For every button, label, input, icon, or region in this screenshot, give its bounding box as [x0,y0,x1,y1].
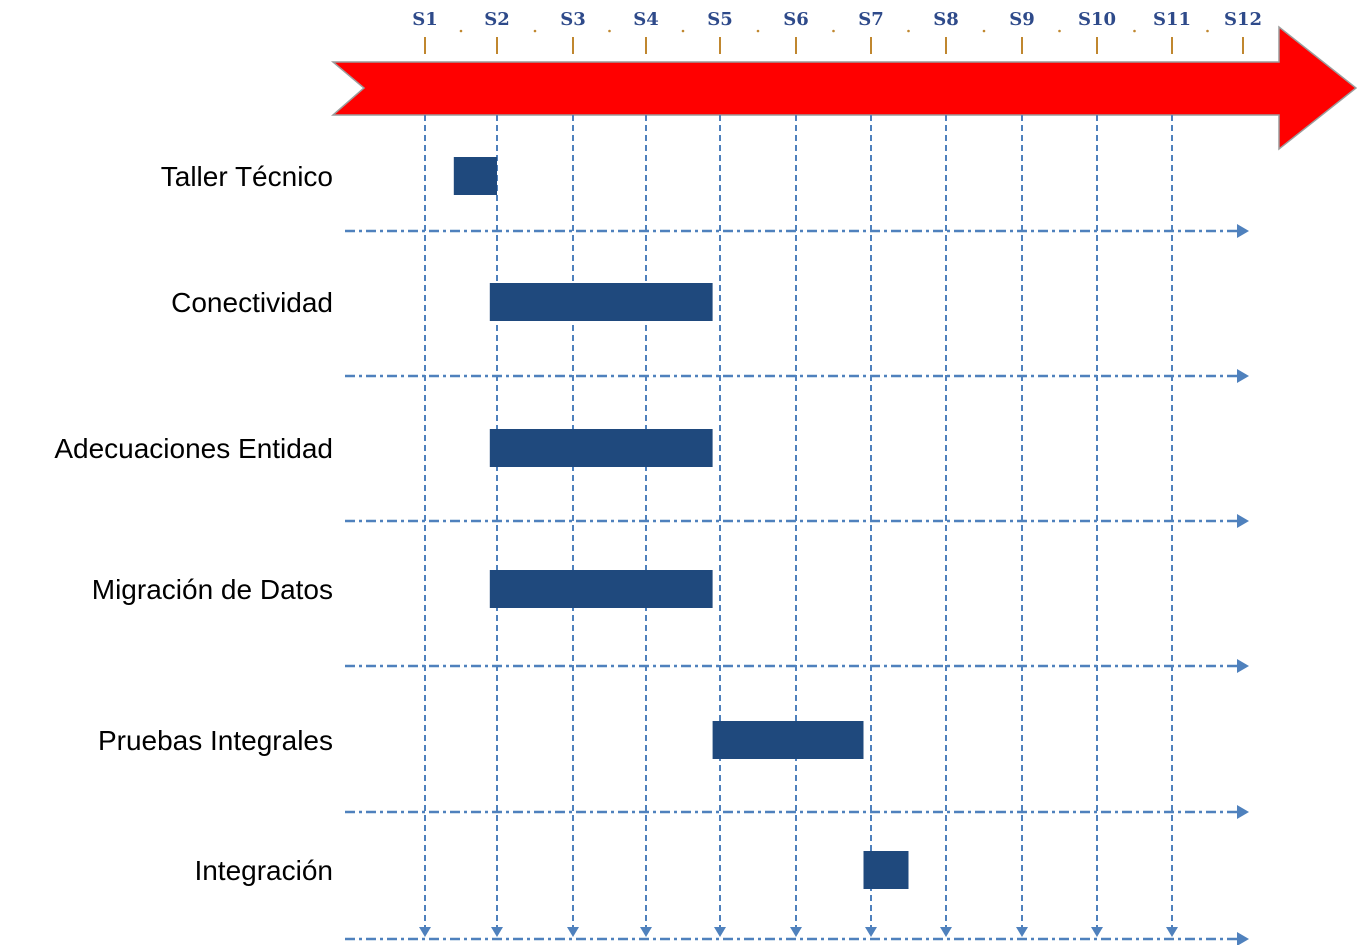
week-separator-dot [907,29,910,33]
gridline-arrowhead [1016,927,1028,937]
row-divider-arrowhead [1237,224,1249,238]
gridline-arrowhead [1166,927,1178,937]
row-divider-arrowhead [1237,514,1249,528]
week-separator-dot [681,29,685,33]
week-separator-dot [1133,29,1136,33]
task-label: Pruebas Integrales [98,725,333,756]
week-separator-dot [756,29,760,33]
gridline-arrowhead [567,927,579,937]
task-bar [453,157,497,195]
week-label: S7 [858,9,884,30]
timeline-arrow [330,25,1358,151]
task-bar [712,721,864,759]
row-divider-arrowhead [1237,369,1249,383]
row-divider-arrowhead [1237,932,1249,945]
task-label: Adecuaciones Entidad [54,433,333,464]
week-label: S2 [484,9,510,30]
task-bar [489,429,713,467]
task-label: Migración de Datos [92,574,333,605]
task-label: Taller Técnico [161,161,333,192]
gridline-arrowhead [790,927,802,937]
gridline-arrowhead [940,927,952,937]
week-label: S9 [1009,9,1035,30]
week-separator-dot [1058,29,1061,33]
week-separator-dot [1206,29,1209,33]
week-separator-dot [533,29,537,33]
gridline-arrowhead [865,927,877,937]
week-label: S8 [933,9,959,30]
week-label: S5 [707,9,733,30]
gridline-arrowhead [714,927,726,937]
week-label: S10 [1078,9,1116,30]
week-separator-dot [982,29,986,33]
row-divider-arrowhead [1237,659,1249,673]
week-label: S11 [1153,9,1191,30]
week-label: S1 [412,9,438,30]
week-label: S12 [1224,9,1262,30]
week-separator-dot [832,29,835,33]
gridline-arrowhead [419,927,431,937]
task-label: Integración [194,855,333,886]
gridline-arrowhead [640,927,652,937]
gridline-arrowhead [491,927,503,937]
task-bar [863,851,909,889]
week-label: S4 [633,9,659,30]
task-bar [489,570,713,608]
row-divider-arrowhead [1237,805,1249,819]
week-separator-dot [608,29,611,33]
task-bar [489,283,713,321]
week-label: S3 [560,9,586,30]
task-label: Conectividad [171,287,333,318]
week-separator-dot [459,29,463,33]
gridline-arrowhead [1091,927,1103,937]
week-label: S6 [783,9,809,30]
